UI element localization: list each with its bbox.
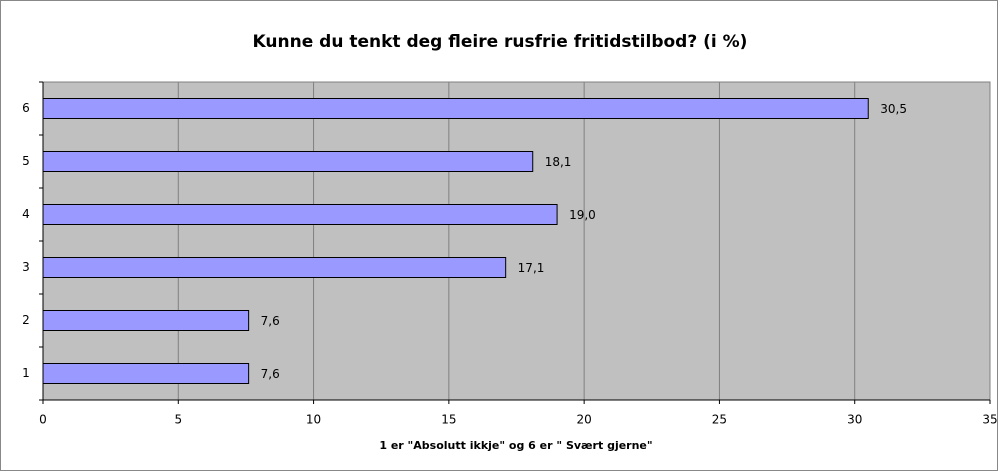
chart-title: Kunne du tenkt deg fleire rusfrie fritid… [253,32,748,52]
y-tick-label: 6 [22,101,30,115]
x-tick-label: 5 [174,413,182,427]
plot-area [42,81,991,401]
x-tick-label: 35 [982,413,997,427]
x-tick-label: 15 [441,413,456,427]
bar [42,363,250,384]
value-label: 17,1 [518,261,545,275]
y-tick-label: 2 [22,313,30,327]
x-tick-label: 20 [577,413,592,427]
y-tick-label: 4 [22,207,30,221]
x-axis-label: 1 er "Absolutt ikkje" og 6 er " Svært gj… [379,439,652,452]
bar [42,204,558,225]
y-tick-label: 1 [22,366,30,380]
y-tick-label: 5 [22,154,30,168]
x-tick-label: 0 [39,413,47,427]
value-label: 7,6 [261,367,280,381]
value-label: 30,5 [880,102,907,116]
y-tick-label: 3 [22,260,30,274]
bar [42,151,534,172]
value-label: 19,0 [569,208,596,222]
x-tick-label: 10 [306,413,321,427]
x-tick-label: 25 [712,413,727,427]
value-label: 7,6 [261,314,280,328]
bar [42,257,507,278]
x-tick-label: 30 [847,413,862,427]
value-label: 18,1 [545,155,572,169]
bar [42,98,869,119]
bar [42,310,250,331]
